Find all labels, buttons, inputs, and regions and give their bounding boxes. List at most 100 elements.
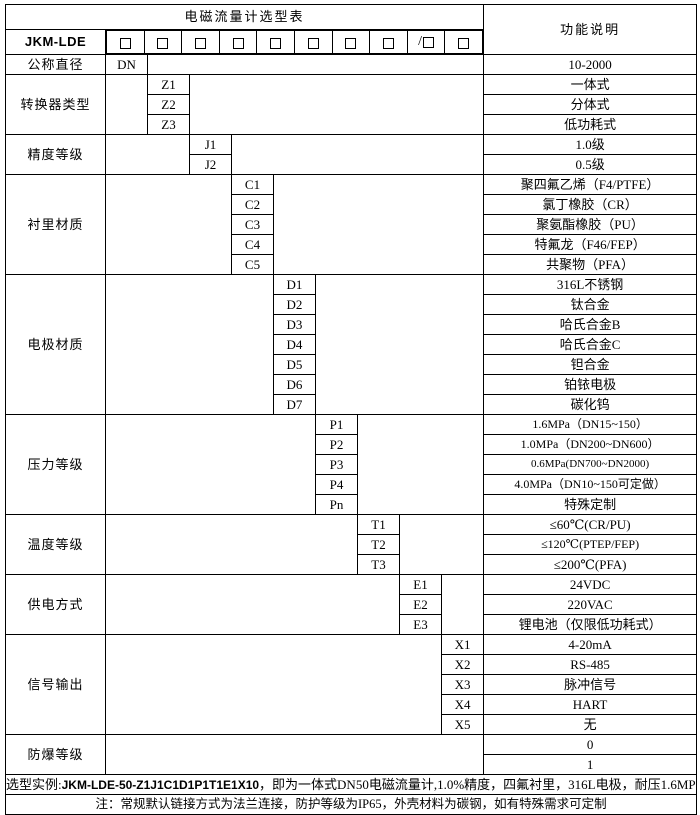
- spec-code[interactable]: J2: [189, 154, 232, 175]
- spec-description: HART: [483, 694, 698, 715]
- spec-code[interactable]: P2: [315, 434, 358, 455]
- spec-row: C2 氯丁橡胶（CR）: [6, 194, 698, 215]
- spec-code[interactable]: T1: [357, 514, 400, 535]
- model-checkbox-cell-7[interactable]: [331, 30, 371, 54]
- spec-code[interactable]: E1: [399, 574, 442, 595]
- spec-code[interactable]: C3: [231, 214, 274, 235]
- spec-code[interactable]: X3: [440, 674, 485, 695]
- model-code-row: JKM-LDE /: [5, 29, 697, 55]
- function-description-header: 功能说明: [483, 4, 698, 55]
- spacer-right: [230, 134, 485, 175]
- spec-description: 0.6MPa(DN700~DN2000): [483, 454, 698, 475]
- spec-group-label-1: 公称直径: [5, 54, 106, 75]
- spec-row: 公称直径 DN 10-2000: [5, 54, 698, 75]
- checkbox-1[interactable]: [119, 37, 131, 49]
- model-checkbox-cell-10[interactable]: [444, 30, 484, 54]
- spec-row: Z2 分体式: [6, 94, 698, 115]
- checkbox-2[interactable]: [157, 37, 169, 49]
- spec-code[interactable]: C1: [231, 174, 274, 195]
- spec-code[interactable]: D7: [273, 394, 316, 415]
- spec-description: 220VAC: [483, 594, 698, 615]
- checkbox-3[interactable]: [194, 37, 206, 49]
- model-checkbox-cell-8[interactable]: [369, 30, 408, 54]
- model-checkbox-cell-4[interactable]: [218, 30, 258, 54]
- spec-description: 聚氨酯橡胶（PU）: [483, 214, 698, 235]
- checkbox-6[interactable]: [307, 37, 319, 49]
- model-checkbox-cell-5[interactable]: [256, 30, 295, 54]
- spacer-left: [105, 174, 232, 275]
- spec-code[interactable]: D5: [273, 354, 316, 375]
- checkbox-9[interactable]: [422, 36, 434, 48]
- model-checkbox-cell-3[interactable]: [181, 30, 220, 54]
- spec-code[interactable]: X4: [440, 694, 485, 715]
- spec-code[interactable]: D2: [273, 294, 316, 315]
- spec-code[interactable]: E2: [399, 594, 442, 615]
- checkbox-8[interactable]: [382, 37, 394, 49]
- spec-row: 防爆等级0不防爆: [5, 734, 698, 775]
- spec-code[interactable]: D6: [273, 374, 316, 395]
- spec-code[interactable]: 1: [483, 754, 698, 775]
- spec-code[interactable]: D3: [273, 314, 316, 335]
- spec-code[interactable]: P3: [315, 454, 358, 475]
- spec-row: X2 RS-485: [6, 654, 698, 675]
- spec-code[interactable]: Z2: [147, 94, 190, 115]
- spec-code[interactable]: Pn: [315, 494, 358, 515]
- spec-group-label-8: 供电方式: [5, 574, 106, 635]
- model-checkbox-cell-2[interactable]: [143, 30, 183, 54]
- checkbox-5[interactable]: [270, 37, 282, 49]
- spec-description: 碳化钨: [483, 394, 698, 415]
- model-checkbox-cell-9[interactable]: /: [406, 30, 446, 54]
- spec-row: 衬里材质 C1 聚四氟乙烯（F4/PTFE）: [5, 174, 698, 275]
- spec-description: 1.0MPa（DN200~DN600）: [483, 434, 698, 455]
- spec-description: 哈氏合金B: [483, 314, 698, 335]
- spec-code[interactable]: C2: [231, 194, 274, 215]
- spacer-left: [104, 734, 485, 775]
- spec-code[interactable]: Z3: [147, 114, 190, 135]
- spec-description: ≤120℃(PTEP/FEP): [483, 534, 698, 555]
- spec-description: 0.5级: [483, 154, 698, 175]
- spec-row: X3 脉冲信号: [6, 674, 698, 695]
- spec-row: 温度等级 T1 ≤60℃(CR/PU): [5, 514, 698, 575]
- spec-code[interactable]: X1: [440, 634, 485, 655]
- spacer-right: [272, 174, 485, 275]
- spec-code[interactable]: X2: [440, 654, 485, 675]
- spec-code[interactable]: P4: [315, 474, 358, 495]
- spec-code[interactable]: X5: [440, 714, 485, 735]
- example-note-row: 选型实例:JKM-LDE-50-Z1J1C1D1P1T1E1X10，即为一体式D…: [4, 774, 698, 795]
- spec-row: D4 哈氏合金C: [6, 334, 698, 355]
- checkbox-7[interactable]: [345, 37, 357, 49]
- spec-code[interactable]: P1: [315, 414, 358, 435]
- spec-description: 钽合金: [483, 354, 698, 375]
- spec-group-label-4: 衬里材质: [5, 174, 106, 275]
- spacer-left: [105, 574, 400, 635]
- spec-row: 转换器类型 Z1 一体式: [5, 74, 698, 135]
- spec-group-label-6: 压力等级: [5, 414, 106, 515]
- slash-glyph: /: [418, 33, 422, 49]
- spec-code[interactable]: C5: [231, 254, 274, 275]
- spec-description: RS-485: [483, 654, 698, 675]
- model-checkbox-cell-6[interactable]: [293, 30, 333, 54]
- spec-code[interactable]: D1: [273, 274, 316, 295]
- selection-table-body: 电磁流量计选型表 功能说明 JKM-LDE / 公称直径 DN 10-2000 转换器类型 Z1…: [4, 4, 698, 815]
- spec-code[interactable]: DN: [105, 54, 148, 75]
- spec-description: 特氟龙（F46/FEP）: [483, 234, 698, 255]
- spacer-left: [105, 634, 442, 735]
- spec-row: J2 0.5级: [6, 154, 698, 175]
- spec-code[interactable]: J1: [189, 134, 232, 155]
- spec-code[interactable]: T2: [357, 534, 400, 555]
- spec-code[interactable]: C4: [231, 234, 274, 255]
- spec-code[interactable]: T3: [357, 554, 400, 575]
- model-checkbox-cell-1[interactable]: [106, 30, 145, 54]
- checkbox-10[interactable]: [458, 37, 470, 49]
- spec-description: 1.6MPa（DN15~150）: [483, 414, 698, 435]
- spec-code[interactable]: E3: [399, 614, 442, 635]
- spec-code[interactable]: 0: [483, 734, 698, 755]
- spacer-right: [440, 574, 485, 635]
- checkbox-4[interactable]: [232, 37, 244, 49]
- spec-description: ≤200℃(PFA): [483, 554, 698, 575]
- spec-code[interactable]: D4: [273, 334, 316, 355]
- spec-code[interactable]: Z1: [147, 74, 190, 95]
- spacer-right: [146, 54, 485, 75]
- spec-row: P2 1.0MPa（DN200~DN600）: [6, 434, 698, 455]
